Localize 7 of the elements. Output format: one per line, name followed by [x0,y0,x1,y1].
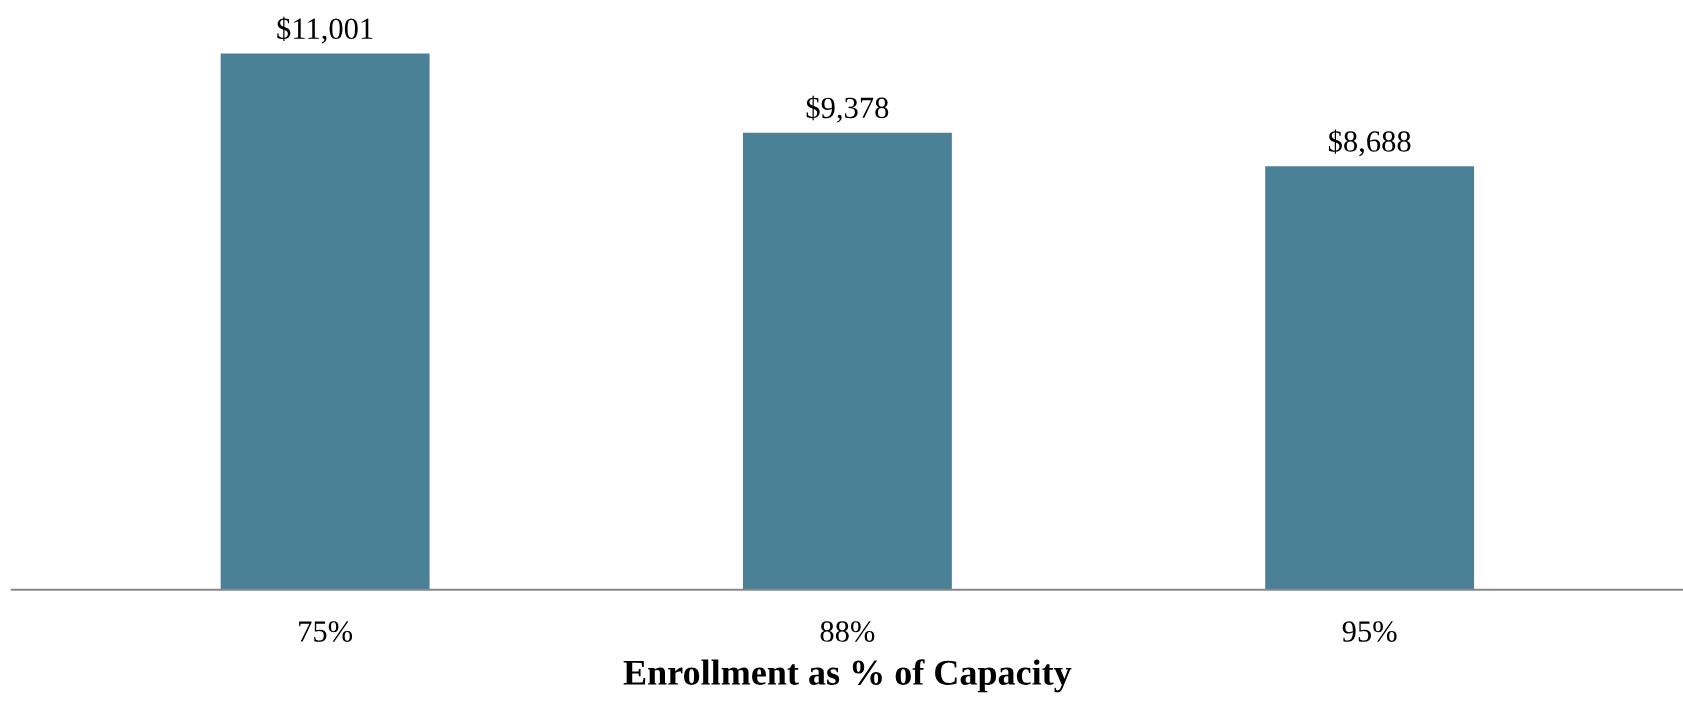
data-label: $11,001 [277,16,373,44]
x-tick-label: 88% [820,621,875,642]
data-label: $9,378 [806,95,889,123]
data-label: $8,688 [1328,129,1411,157]
x-axis-title: Enrollment as % of Capacity [623,659,1072,693]
x-tick-label: 95% [1342,621,1397,642]
x-tick-label: 75% [299,621,353,642]
